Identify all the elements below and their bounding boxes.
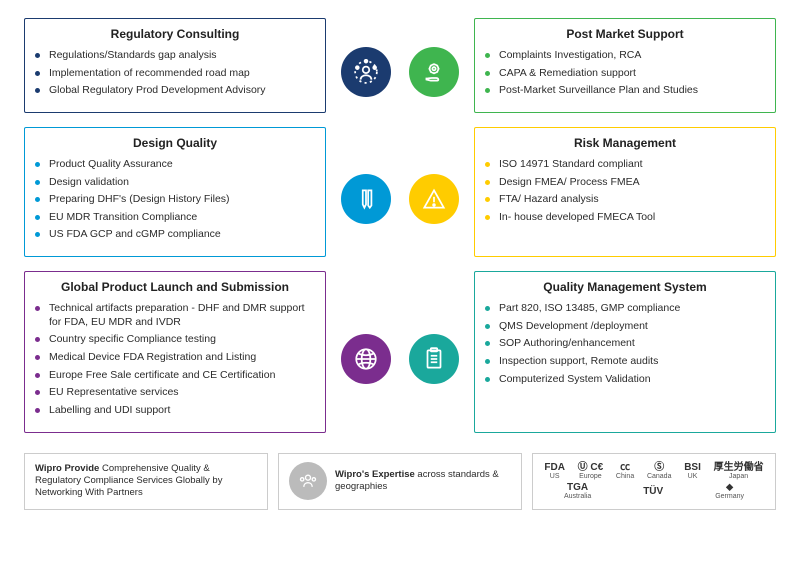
card-title: Quality Management System	[485, 280, 765, 294]
footer-box-2: Wipro's Expertise across standards & geo…	[278, 453, 522, 510]
person-network-icon	[353, 59, 379, 85]
cert-badge: TÜV	[643, 486, 663, 497]
card-postmarket: Post Market Support Complaints Investiga…	[474, 18, 776, 113]
cert-badge: ⬥Germany	[715, 482, 744, 501]
cert-badge: Ⓤ C€Europe	[578, 462, 604, 481]
footer-certs: FDAUS Ⓤ C€Europe ㏄China ⓈCanada BSIUK 厚生労働省Ja…	[532, 453, 776, 510]
card-qms: Quality Management System Part 820, ISO …	[474, 271, 776, 432]
cert-badge: ㏄China	[616, 462, 634, 481]
card-title: Regulatory Consulting	[35, 27, 315, 41]
card-title: Global Product Launch and Submission	[35, 280, 315, 294]
icon-risk	[406, 127, 462, 271]
globe-icon	[353, 346, 379, 372]
icon-launch	[338, 271, 394, 446]
card-risk: Risk Management ISO 14971 Standard compl…	[474, 127, 776, 257]
footer: Wipro Provide Comprehensive Quality & Re…	[24, 453, 776, 510]
cert-badge: BSIUK	[684, 462, 701, 481]
icon-design	[338, 127, 394, 271]
clipboard-icon	[421, 346, 447, 372]
warning-icon	[421, 186, 447, 212]
card-title: Post Market Support	[485, 27, 765, 41]
card-title: Design Quality	[35, 136, 315, 150]
gear-hand-icon	[421, 59, 447, 85]
card-list: Regulations/Standards gap analysis Imple…	[35, 49, 315, 98]
card-list: Product Quality Assurance Design validat…	[35, 158, 315, 242]
card-launch: Global Product Launch and Submission Tec…	[24, 271, 326, 432]
card-list: Technical artifacts preparation - DHF an…	[35, 302, 315, 417]
cert-badge: ⓈCanada	[647, 462, 672, 481]
footer-box-1: Wipro Provide Comprehensive Quality & Re…	[24, 453, 268, 510]
card-design: Design Quality Product Quality Assurance…	[24, 127, 326, 257]
card-regulatory: Regulatory Consulting Regulations/Standa…	[24, 18, 326, 113]
icon-qms	[406, 271, 462, 446]
card-list: Part 820, ISO 13485, GMP compliance QMS …	[485, 302, 765, 386]
pencil-pen-icon	[353, 186, 379, 212]
cert-badge: FDAUS	[544, 462, 565, 481]
services-grid: Regulatory Consulting Regulations/Standa…	[24, 18, 776, 447]
icon-postmarket	[406, 18, 462, 127]
card-list: ISO 14971 Standard compliant Design FMEA…	[485, 158, 765, 225]
card-list: Complaints Investigation, RCA CAPA & Rem…	[485, 49, 765, 98]
card-title: Risk Management	[485, 136, 765, 150]
people-icon	[289, 462, 327, 500]
icon-regulatory	[338, 18, 394, 127]
cert-badge: 厚生労働省Japan	[714, 462, 764, 481]
cert-badge: TGAAustralia	[564, 482, 591, 501]
